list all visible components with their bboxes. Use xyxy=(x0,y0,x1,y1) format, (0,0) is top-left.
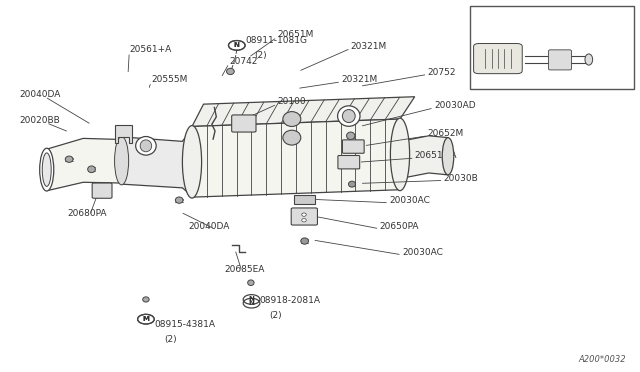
Ellipse shape xyxy=(136,137,156,155)
FancyBboxPatch shape xyxy=(294,195,315,204)
Ellipse shape xyxy=(42,153,51,186)
Text: 20561+A: 20561+A xyxy=(129,45,172,54)
Text: 20030B: 20030B xyxy=(444,174,478,183)
FancyBboxPatch shape xyxy=(232,115,256,132)
FancyBboxPatch shape xyxy=(342,140,364,153)
Text: 20321M: 20321M xyxy=(341,75,378,84)
FancyBboxPatch shape xyxy=(474,44,522,74)
Text: (2): (2) xyxy=(164,335,177,344)
Ellipse shape xyxy=(349,181,356,187)
Ellipse shape xyxy=(175,197,183,203)
Ellipse shape xyxy=(65,156,73,163)
Ellipse shape xyxy=(338,106,360,126)
Polygon shape xyxy=(115,125,132,143)
Text: 20752: 20752 xyxy=(428,68,456,77)
Text: 08918-2081A: 08918-2081A xyxy=(260,296,321,305)
Polygon shape xyxy=(400,136,448,179)
Text: A200*0032: A200*0032 xyxy=(579,355,626,364)
Text: 20685EA: 20685EA xyxy=(224,265,264,274)
Text: 20651M: 20651M xyxy=(277,31,314,39)
Text: N: N xyxy=(234,42,240,48)
Text: 20650PA: 20650PA xyxy=(380,222,419,231)
Ellipse shape xyxy=(442,138,454,175)
Ellipse shape xyxy=(143,297,149,302)
Text: 20010Z: 20010Z xyxy=(538,20,572,29)
Ellipse shape xyxy=(115,137,129,185)
Text: 20030AD: 20030AD xyxy=(434,101,476,110)
Ellipse shape xyxy=(248,280,254,286)
Polygon shape xyxy=(122,126,193,197)
FancyBboxPatch shape xyxy=(338,155,360,169)
Text: 20742: 20742 xyxy=(229,57,257,65)
Text: 08911-1081G: 08911-1081G xyxy=(245,36,307,45)
FancyBboxPatch shape xyxy=(470,6,634,89)
Ellipse shape xyxy=(283,112,301,126)
Text: 20651MA: 20651MA xyxy=(415,151,457,160)
Text: 20555M: 20555M xyxy=(151,75,188,84)
FancyBboxPatch shape xyxy=(291,208,317,225)
Ellipse shape xyxy=(227,68,234,74)
Text: 20040DA: 20040DA xyxy=(19,90,61,99)
Text: 20652M: 20652M xyxy=(428,129,464,138)
FancyBboxPatch shape xyxy=(92,183,112,198)
Ellipse shape xyxy=(390,118,410,191)
Text: 20020BB: 20020BB xyxy=(19,116,60,125)
Ellipse shape xyxy=(342,109,355,123)
Text: N: N xyxy=(248,296,255,302)
Ellipse shape xyxy=(88,166,95,173)
Text: 20040DA: 20040DA xyxy=(189,222,230,231)
FancyBboxPatch shape xyxy=(548,50,572,70)
Text: 20100: 20100 xyxy=(277,97,306,106)
Ellipse shape xyxy=(585,54,593,65)
Ellipse shape xyxy=(302,213,307,217)
Ellipse shape xyxy=(347,132,355,140)
Text: (2): (2) xyxy=(269,311,282,320)
Text: 20680PA: 20680PA xyxy=(67,209,107,218)
Polygon shape xyxy=(192,97,415,126)
Text: M: M xyxy=(143,316,149,322)
Text: N: N xyxy=(234,42,240,48)
Polygon shape xyxy=(48,138,198,190)
Ellipse shape xyxy=(302,219,307,222)
Text: 20030AC: 20030AC xyxy=(402,248,443,257)
Ellipse shape xyxy=(140,140,152,152)
Text: M: M xyxy=(143,316,149,322)
Text: 20010Z: 20010Z xyxy=(562,17,596,26)
Ellipse shape xyxy=(182,126,202,198)
Ellipse shape xyxy=(283,130,301,145)
Text: (2): (2) xyxy=(255,51,268,60)
Text: N: N xyxy=(248,300,255,306)
Text: 20030AC: 20030AC xyxy=(389,196,430,205)
Polygon shape xyxy=(192,119,400,197)
Text: 08915-4381A: 08915-4381A xyxy=(154,320,215,329)
Text: 20321M: 20321M xyxy=(351,42,387,51)
Ellipse shape xyxy=(40,148,54,191)
Ellipse shape xyxy=(301,238,308,244)
